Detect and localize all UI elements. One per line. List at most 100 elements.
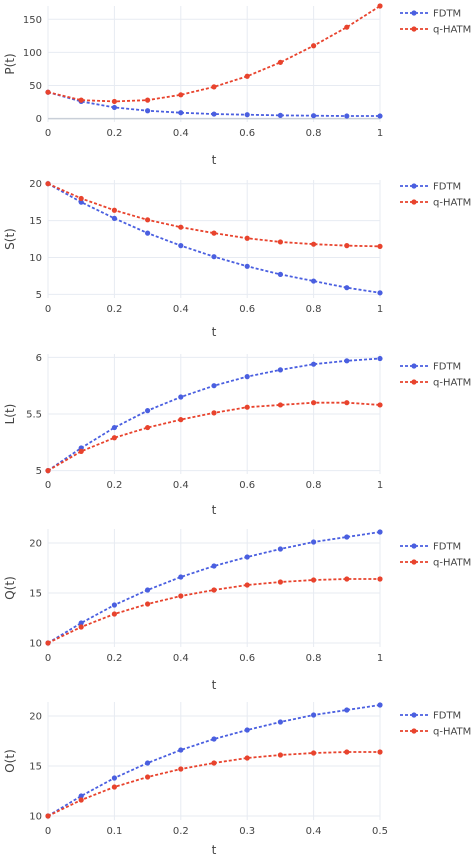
data-point [178, 593, 184, 599]
data-point [244, 554, 250, 560]
data-point [45, 181, 51, 187]
data-point [344, 534, 350, 540]
x-tick-label: 0.8 [306, 653, 322, 664]
data-point [145, 760, 151, 766]
y-axis-title: O(t) [3, 749, 17, 773]
y-tick-label: 20 [29, 539, 42, 550]
series-line [47, 704, 381, 817]
data-point [78, 448, 84, 454]
legend-label: q-HATM [433, 727, 471, 738]
legend-item[interactable]: q-HATM [400, 198, 471, 209]
legend-item[interactable]: q-HATM [400, 727, 471, 738]
data-point [377, 355, 383, 362]
legend-label: FDTM [433, 362, 461, 373]
chart-4: 0 0.2 0.4 0.6 0.8 1 10 15 20 t Q(t) FDTM q-HATM [3, 529, 471, 692]
x-tick-label: 0 [45, 304, 51, 315]
data-point [277, 59, 283, 65]
legend-label: q-HATM [433, 198, 471, 209]
data-point [211, 84, 217, 90]
data-point [111, 207, 117, 213]
x-tick-label: 0 [45, 653, 51, 664]
data-point [78, 620, 84, 626]
legend-swatch-marker [411, 543, 417, 549]
data-point [311, 241, 317, 247]
x-tick-label: 1 [377, 128, 383, 139]
legend-label: q-HATM [433, 558, 471, 569]
legend-item[interactable]: q-HATM [400, 558, 471, 569]
x-tick-label: 0 [45, 826, 51, 837]
legend-swatch-marker [411, 199, 417, 205]
data-point [45, 89, 51, 95]
data-point [244, 73, 250, 79]
x-tick-label: 0.3 [239, 826, 255, 837]
legend: FDTM q-HATM [400, 542, 471, 569]
legend-item[interactable]: q-HATM [400, 25, 471, 36]
data-point [78, 797, 84, 803]
y-tick-label: 50 [29, 81, 42, 92]
data-point [78, 793, 84, 799]
x-tick-label: 0.4 [173, 480, 189, 491]
chart-3: 0 0.2 0.4 0.6 0.8 1 5 5.5 6 t L(t) FDTM q-HATM [3, 353, 471, 517]
data-point [311, 278, 317, 284]
data-point [145, 601, 151, 607]
series-line [47, 182, 381, 294]
data-point [145, 97, 151, 103]
data-point [45, 813, 51, 819]
legend-item[interactable]: q-HATM [400, 378, 471, 389]
data-point [178, 110, 184, 116]
data-point [311, 539, 317, 545]
data-point [78, 624, 84, 630]
x-tick-label: 0.6 [239, 304, 255, 315]
legend-swatch-marker [411, 363, 417, 369]
legend-item[interactable]: FDTM [400, 711, 461, 722]
legend-item[interactable]: FDTM [400, 182, 461, 193]
data-point [145, 774, 151, 780]
legend-label: FDTM [433, 711, 461, 722]
data-point [145, 230, 151, 236]
grid [47, 702, 381, 820]
data-point [145, 408, 151, 414]
y-tick-label: 10 [29, 639, 42, 650]
x-tick-label: 0 [45, 480, 51, 491]
data-point [111, 784, 117, 790]
legend-label: FDTM [433, 9, 461, 20]
chart-1: 0 0.2 0.4 0.6 0.8 1 0 50 100 150 t P(t) FDTM q-HATM [3, 3, 471, 167]
x-tick-label: 0.2 [106, 128, 122, 139]
x-tick-label: 0.2 [106, 480, 122, 491]
data-point [277, 239, 283, 245]
y-tick-label: 15 [29, 762, 42, 773]
series-fdtm [45, 529, 383, 646]
legend-swatch-marker [411, 559, 417, 565]
data-point [244, 727, 250, 733]
grid [47, 529, 381, 647]
legend-swatch-marker [411, 728, 417, 734]
legend-item[interactable]: FDTM [400, 542, 461, 553]
data-point [277, 579, 283, 585]
data-point [311, 361, 317, 367]
legend-label: FDTM [433, 182, 461, 193]
legend-label: FDTM [433, 542, 461, 553]
x-tick-label: 0.2 [106, 653, 122, 664]
data-point [244, 112, 250, 118]
data-point [344, 400, 350, 406]
series-line [47, 5, 381, 103]
data-point [78, 97, 84, 103]
data-point [277, 752, 283, 758]
data-point [311, 577, 317, 583]
data-point [78, 195, 84, 202]
legend-item[interactable]: FDTM [400, 9, 461, 20]
legend-swatch-marker [411, 712, 417, 718]
data-point [178, 766, 184, 772]
x-tick-label: 0.6 [239, 653, 255, 664]
series-fdtm [45, 181, 383, 296]
data-point [211, 254, 217, 260]
x-tick-label: 0.6 [239, 128, 255, 139]
legend-label: q-HATM [433, 25, 471, 36]
series-fdtm [45, 89, 383, 119]
data-point [244, 582, 250, 588]
legend-item[interactable]: FDTM [400, 362, 461, 373]
data-point [377, 113, 383, 119]
data-point [178, 243, 184, 249]
data-point [211, 230, 217, 236]
data-point [111, 602, 117, 608]
